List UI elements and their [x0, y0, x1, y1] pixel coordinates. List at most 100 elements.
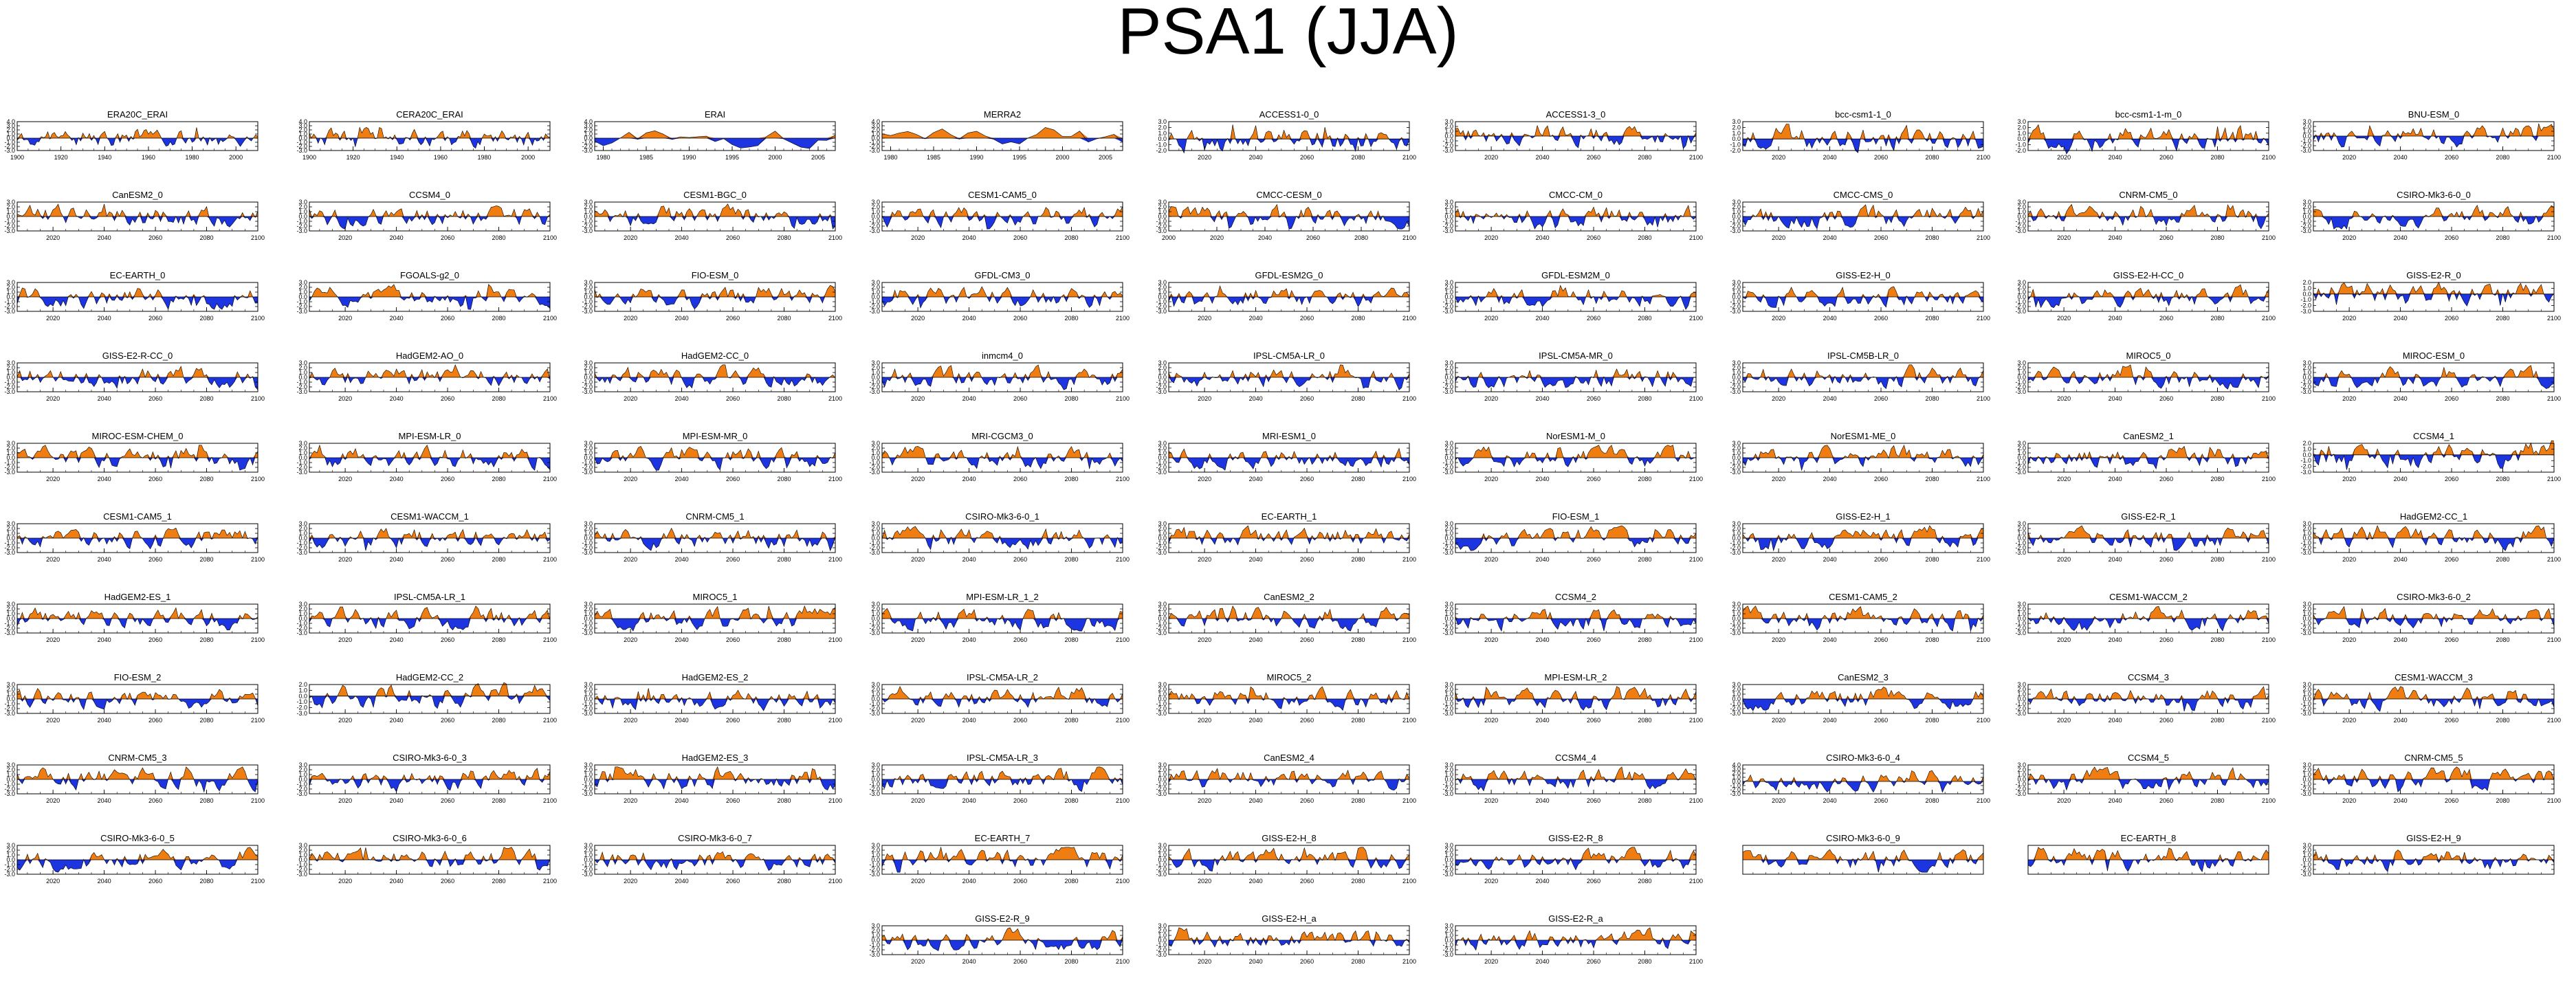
x-tick-label: 2100: [2262, 154, 2276, 161]
negative-area: [309, 297, 550, 310]
x-tick-label: 2020: [2057, 797, 2071, 804]
y-tick-label: 3.0: [584, 122, 593, 129]
x-tick-label: 2040: [1536, 315, 1550, 322]
x-tick-label: 2040: [2109, 476, 2122, 482]
x-tick-label: 2060: [2159, 395, 2173, 402]
panel-title: ACCESS1-0_0: [1259, 109, 1319, 120]
y-tick-label: 3.0: [1158, 279, 1167, 286]
y-tick-label: 3.0: [298, 601, 307, 608]
x-tick-label: 1980: [596, 154, 610, 161]
panel-CSIRO-Mk3-6-0_7: CSIRO-Mk3-6-0_7 3.02.01.00.0-1.0-2.0-3.0 2…: [582, 833, 842, 885]
series-line: [2027, 766, 2269, 791]
panel-title: GFDL-ESM2G_0: [1255, 270, 1323, 280]
y-tick-label: 0.0: [2017, 696, 2026, 702]
panel-CESM1-WACCM_1: CESM1-WACCM_1 3.02.01.00.0-1.0-2.0-3.0 202…: [296, 511, 557, 563]
x-tick-label: 2020: [46, 636, 60, 643]
y-tick-label: -2.0: [1730, 705, 1741, 712]
y-tick-label: 1.0: [1732, 289, 1741, 296]
y-tick-label: -1.0: [1730, 782, 1741, 789]
panel-CESM1-BGC_0: CESM1-BGC_0 3.02.01.00.0-1.0-2.0-3.0 2020 2…: [582, 190, 842, 241]
panel-title: IPSL-CM5A-LR_1: [394, 592, 465, 602]
y-tick-label: -3.0: [1156, 630, 1167, 636]
y-tick-label: -3.0: [296, 388, 307, 395]
x-tick-label: 2040: [1249, 315, 1263, 322]
y-tick-label: -1.0: [582, 781, 593, 788]
y-tick-label: 1.0: [2302, 285, 2311, 291]
y-tick-label: -2.0: [2300, 223, 2311, 230]
y-tick-label: 2.0: [1732, 364, 1741, 371]
y-tick-label: -3.0: [869, 549, 880, 556]
x-tick-label: 2080: [1065, 234, 1079, 241]
series-line: [309, 444, 551, 471]
y-tick-label: 0.0: [871, 374, 880, 381]
x-tick-label: 2040: [1536, 717, 1550, 724]
y-tick-label: -1.0: [296, 139, 307, 146]
y-tick-label: 1.0: [2017, 449, 2026, 456]
y-tick-label: 1.0: [6, 610, 15, 617]
positive-area: [309, 364, 550, 377]
x-tick-label: 2060: [2445, 797, 2458, 804]
x-tick-label: 2040: [390, 476, 404, 482]
y-tick-label: 2.0: [1444, 364, 1453, 371]
negative-area: [595, 458, 835, 471]
panel-title: CanESM2_1: [2123, 431, 2174, 441]
y-tick-label: -2.0: [1442, 303, 1453, 310]
series-line: [16, 203, 258, 227]
y-tick-label: 2.0: [2017, 525, 2026, 532]
y-tick-label: -2.0: [2300, 384, 2311, 390]
y-tick-label: -1.0: [1442, 861, 1453, 868]
y-tick-label: 2.0: [584, 203, 593, 210]
y-tick-label: 2.0: [1158, 445, 1167, 452]
x-tick-label: 2060: [726, 315, 740, 322]
panel-title: GFDL-CM3_0: [975, 270, 1031, 280]
y-tick-label: -2.0: [1442, 142, 1453, 149]
x-tick-label: 2080: [2496, 636, 2510, 643]
y-tick-label: -3.0: [2300, 710, 2311, 717]
panel-IPSL-CM5A-LR_3: IPSL-CM5A-LR_3 3.02.01.00.0-1.0-2.0-3.0 20…: [869, 753, 1130, 804]
y-tick-label: 2.0: [871, 126, 880, 133]
y-tick-label: 0.0: [298, 374, 307, 381]
panel-GISS-E2-H_0: GISS-E2-H_0 3.02.01.00.0-1.0-2.0-3.0 2020 2…: [1730, 270, 1990, 322]
x-tick-label: 2080: [2211, 556, 2225, 563]
negative-area: [17, 619, 258, 630]
series-line: [1168, 605, 1410, 632]
y-tick-label: 1.0: [298, 852, 307, 858]
panel-bcc-csm1-1-m_0: bcc-csm1-1-m_0 3.02.01.00.0-1.0-2.0 2020 20…: [2015, 109, 2276, 161]
y-tick-label: -1.0: [4, 540, 15, 546]
y-tick-label: 2.0: [584, 686, 593, 693]
x-tick-label: 2100: [2262, 636, 2276, 643]
negative-area: [1743, 297, 1983, 308]
x-tick-label: 2060: [1874, 154, 1888, 161]
positive-area: [595, 446, 835, 458]
y-tick-label: 1.0: [1444, 449, 1453, 456]
x-tick-label: 2040: [1823, 556, 1837, 563]
y-tick-label: 0.0: [2302, 133, 2311, 140]
y-tick-label: 1.0: [6, 691, 15, 698]
positive-area: [17, 608, 258, 619]
series-line: [881, 364, 1123, 390]
panel-title: MPI-ESM-MR_0: [683, 431, 748, 441]
y-tick-label: 1.0: [2302, 771, 2311, 778]
y-tick-label: 2.0: [298, 766, 307, 773]
panel-NorESM1-ME_0: NorESM1-ME_0 3.02.01.00.0-1.0-2.0-3.0 2020…: [1730, 431, 1990, 482]
x-tick-label: 2100: [543, 797, 557, 804]
panel-MIROC5_0: MIROC5_0 3.02.01.00.0-1.0-2.0-3.0 2020 2040…: [2015, 351, 2276, 402]
series-line: [1455, 525, 1697, 551]
y-tick-label: -1.0: [1442, 540, 1453, 546]
y-tick-label: 2.0: [2017, 686, 2026, 693]
x-tick-label: 2020: [624, 636, 637, 643]
y-tick-label: 0.0: [584, 776, 593, 783]
y-tick-label: -1.0: [869, 379, 880, 386]
x-tick-label: 2100: [251, 797, 265, 804]
panel-CNRM-CM5_3: CNRM-CM5_3 3.02.01.00.0-1.0-2.0-3.0 2020 20…: [4, 753, 265, 804]
y-tick-label: -2.0: [4, 303, 15, 310]
positive-area: [882, 526, 1123, 538]
y-tick-label: -2.0: [1156, 625, 1167, 632]
y-tick-label: 0.0: [298, 454, 307, 461]
x-tick-label: 2080: [200, 636, 214, 643]
series-line: [2027, 605, 2269, 632]
y-tick-label: 3.0: [1444, 681, 1453, 688]
panel-title: CMCC-CESM_0: [1256, 190, 1321, 200]
y-tick-label: 2.0: [2302, 525, 2311, 532]
